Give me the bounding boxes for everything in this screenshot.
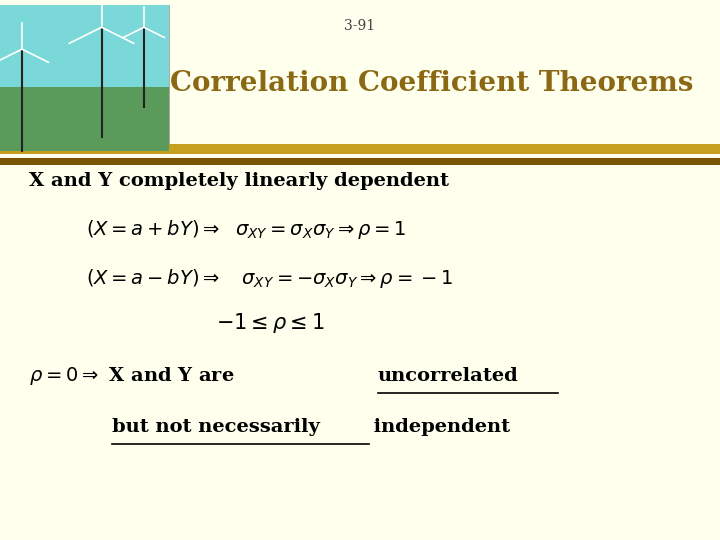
Text: $(X{=}a - bY) \Rightarrow \ \ \ \sigma_{XY} = {-}\sigma_X\sigma_Y \Rightarrow \r: $(X{=}a - bY) \Rightarrow \ \ \ \sigma_{… xyxy=(86,267,453,289)
Text: uncorrelated: uncorrelated xyxy=(378,367,518,384)
Text: $-1 \leq \rho \leq 1$: $-1 \leq \rho \leq 1$ xyxy=(216,312,325,335)
Text: Correlation Coefficient Theorems: Correlation Coefficient Theorems xyxy=(171,70,693,97)
Text: $\rho = 0 \Rightarrow$ X and Y are: $\rho = 0 \Rightarrow$ X and Y are xyxy=(29,364,235,387)
FancyBboxPatch shape xyxy=(0,5,169,151)
FancyBboxPatch shape xyxy=(173,158,720,165)
Text: 3-91: 3-91 xyxy=(344,19,376,33)
FancyBboxPatch shape xyxy=(173,144,720,154)
FancyBboxPatch shape xyxy=(0,144,173,154)
FancyBboxPatch shape xyxy=(0,5,169,90)
Text: but not necessarily: but not necessarily xyxy=(112,418,320,436)
FancyBboxPatch shape xyxy=(0,158,173,165)
FancyBboxPatch shape xyxy=(0,87,169,151)
Text: X and Y completely linearly dependent: X and Y completely linearly dependent xyxy=(29,172,449,190)
Text: $(X{=}a + bY) \Rightarrow \ \ \sigma_{XY} = \sigma_X\sigma_Y \Rightarrow \rho = : $(X{=}a + bY) \Rightarrow \ \ \sigma_{XY… xyxy=(86,218,407,241)
Text: independent: independent xyxy=(367,418,510,436)
